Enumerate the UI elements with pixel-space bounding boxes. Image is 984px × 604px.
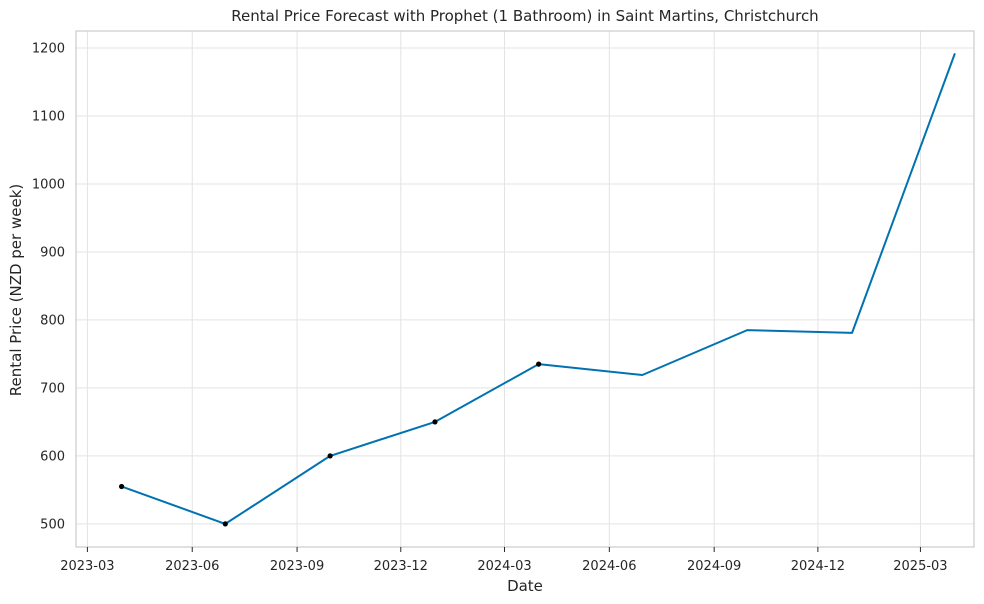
y-tick-label: 700 [40,381,65,396]
y-tick-label: 1100 [32,109,65,124]
x-tick-label: 2023-03 [60,559,114,574]
x-tick-label: 2025-03 [893,559,947,574]
plot-area-frame [75,30,975,548]
y-tick-label: 900 [40,245,65,260]
x-tick-label: 2023-12 [374,559,428,574]
y-axis-label: Rental Price (NZD per week) [7,184,25,396]
observed-point [536,361,542,367]
observed-point [327,453,333,459]
chart-title: Rental Price Forecast with Prophet (1 Ba… [231,7,818,25]
y-tick-label: 500 [40,517,65,532]
observed-points [118,361,542,527]
y-tick-label: 1200 [32,41,65,56]
x-axis-label: Date [507,577,543,595]
x-tick-label: 2024-09 [687,559,741,574]
observed-point [222,521,228,527]
x-tick-label: 2024-03 [477,559,531,574]
grid [76,31,974,547]
x-tick-label: 2024-06 [582,559,636,574]
x-tick-label: 2023-09 [270,559,324,574]
y-tick-label: 1000 [32,177,65,192]
y-tick-label: 600 [40,449,65,464]
y-axis-ticks: 500 600 700 800 900 1000 1100 1200 [32,41,65,532]
observed-point [432,419,438,425]
y-tick-label: 800 [40,313,65,328]
observed-point [118,483,125,490]
x-axis-ticks: 2023-03 2023-06 2023-09 2023-12 2024-03 2024-… [60,547,948,574]
x-tick-label: 2024-12 [791,559,845,574]
x-tick-label: 2023-06 [165,559,219,574]
